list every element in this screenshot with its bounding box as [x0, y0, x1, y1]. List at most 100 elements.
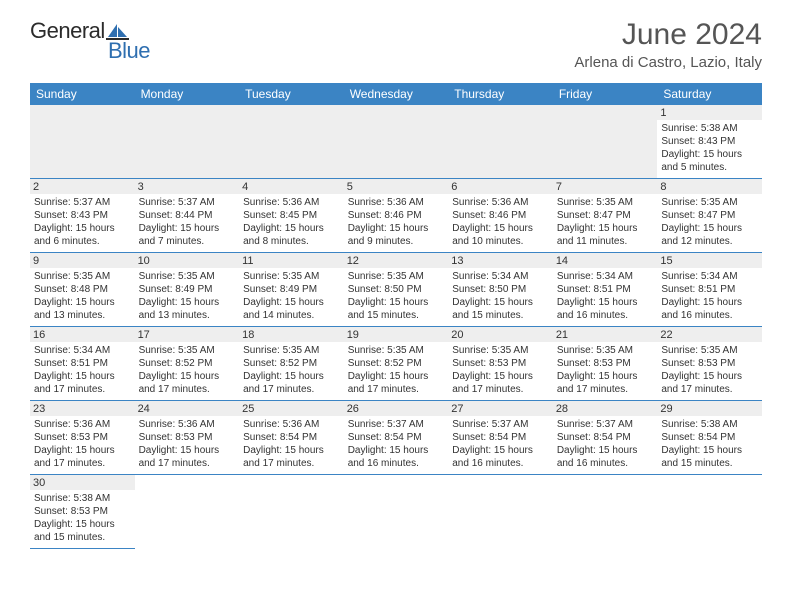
sunset-text: Sunset: 8:53 PM: [452, 357, 549, 370]
sunset-text: Sunset: 8:49 PM: [243, 283, 340, 296]
day-number: 1: [657, 105, 762, 120]
sunset-text: Sunset: 8:46 PM: [348, 209, 445, 222]
daylight-text: and 16 minutes.: [661, 309, 758, 322]
calendar-cell: [344, 105, 449, 179]
sunrise-text: Sunrise: 5:34 AM: [661, 270, 758, 283]
sunrise-text: Sunrise: 5:35 AM: [243, 270, 340, 283]
daylight-text: Daylight: 15 hours: [348, 444, 445, 457]
sunset-text: Sunset: 8:53 PM: [557, 357, 654, 370]
day-number: 13: [448, 253, 553, 268]
calendar-cell: 10Sunrise: 5:35 AMSunset: 8:49 PMDayligh…: [135, 253, 240, 327]
day-number: 15: [657, 253, 762, 268]
day-number: 26: [344, 401, 449, 416]
daylight-text: Daylight: 15 hours: [348, 222, 445, 235]
sunrise-text: Sunrise: 5:35 AM: [661, 196, 758, 209]
calendar-cell: 2Sunrise: 5:37 AMSunset: 8:43 PMDaylight…: [30, 179, 135, 253]
calendar-cell: [448, 105, 553, 179]
calendar-cell: 9Sunrise: 5:35 AMSunset: 8:48 PMDaylight…: [30, 253, 135, 327]
calendar-cell: 4Sunrise: 5:36 AMSunset: 8:45 PMDaylight…: [239, 179, 344, 253]
sunrise-text: Sunrise: 5:35 AM: [139, 344, 236, 357]
sunrise-text: Sunrise: 5:37 AM: [139, 196, 236, 209]
daylight-text: Daylight: 15 hours: [557, 296, 654, 309]
calendar-cell: 14Sunrise: 5:34 AMSunset: 8:51 PMDayligh…: [553, 253, 658, 327]
sunset-text: Sunset: 8:50 PM: [452, 283, 549, 296]
daylight-text: and 16 minutes.: [557, 309, 654, 322]
day-number: 24: [135, 401, 240, 416]
daylight-text: Daylight: 15 hours: [139, 370, 236, 383]
calendar-cell: 18Sunrise: 5:35 AMSunset: 8:52 PMDayligh…: [239, 327, 344, 401]
calendar-cell: [239, 475, 344, 549]
calendar-cell: 15 Sunrise: 5:34 AMSunset: 8:51 PMDayligh…: [657, 253, 762, 327]
calendar-cell: 21Sunrise: 5:35 AMSunset: 8:53 PMDayligh…: [553, 327, 658, 401]
sunset-text: Sunset: 8:47 PM: [557, 209, 654, 222]
sunrise-text: Sunrise: 5:35 AM: [243, 344, 340, 357]
daylight-text: and 16 minutes.: [452, 457, 549, 470]
calendar-cell: 30Sunrise: 5:38 AMSunset: 8:53 PMDayligh…: [30, 475, 135, 549]
sunrise-text: Sunrise: 5:37 AM: [348, 418, 445, 431]
daylight-text: Daylight: 15 hours: [139, 222, 236, 235]
daylight-text: Daylight: 15 hours: [139, 296, 236, 309]
calendar-cell: 11Sunrise: 5:35 AMSunset: 8:49 PMDayligh…: [239, 253, 344, 327]
calendar-cell: [448, 475, 553, 549]
sunset-text: Sunset: 8:51 PM: [661, 283, 758, 296]
day-number: 10: [135, 253, 240, 268]
sunset-text: Sunset: 8:43 PM: [661, 135, 758, 148]
calendar-cell: 16Sunrise: 5:34 AMSunset: 8:51 PMDayligh…: [30, 327, 135, 401]
daylight-text: Daylight: 15 hours: [34, 444, 131, 457]
daylight-text: Daylight: 15 hours: [452, 222, 549, 235]
daylight-text: Daylight: 15 hours: [452, 444, 549, 457]
sunrise-text: Sunrise: 5:34 AM: [452, 270, 549, 283]
sunset-text: Sunset: 8:53 PM: [34, 431, 131, 444]
daylight-text: Daylight: 15 hours: [243, 444, 340, 457]
location: Arlena di Castro, Lazio, Italy: [574, 54, 762, 71]
calendar-cell: 20Sunrise: 5:35 AMSunset: 8:53 PMDayligh…: [448, 327, 553, 401]
daylight-text: Daylight: 15 hours: [348, 370, 445, 383]
weekday-header: Sunday: [30, 83, 135, 105]
weekday-header-row: Sunday Monday Tuesday Wednesday Thursday…: [30, 83, 762, 105]
sunset-text: Sunset: 8:51 PM: [557, 283, 654, 296]
daylight-text: Daylight: 15 hours: [243, 222, 340, 235]
daylight-text: and 17 minutes.: [348, 383, 445, 396]
daylight-text: Daylight: 15 hours: [34, 222, 131, 235]
daylight-text: Daylight: 15 hours: [348, 296, 445, 309]
calendar: Sunday Monday Tuesday Wednesday Thursday…: [30, 83, 762, 549]
day-number: 20: [448, 327, 553, 342]
sunrise-text: Sunrise: 5:36 AM: [34, 418, 131, 431]
calendar-cell: 26Sunrise: 5:37 AMSunset: 8:54 PMDayligh…: [344, 401, 449, 475]
day-number: 29: [657, 401, 762, 416]
day-number: 9: [30, 253, 135, 268]
daylight-text: Daylight: 15 hours: [557, 444, 654, 457]
sunset-text: Sunset: 8:52 PM: [348, 357, 445, 370]
sunset-text: Sunset: 8:52 PM: [243, 357, 340, 370]
sunset-text: Sunset: 8:43 PM: [34, 209, 131, 222]
sunset-text: Sunset: 8:53 PM: [34, 505, 131, 518]
daylight-text: Daylight: 15 hours: [243, 296, 340, 309]
daylight-text: and 14 minutes.: [243, 309, 340, 322]
day-number: 19: [344, 327, 449, 342]
sunset-text: Sunset: 8:54 PM: [661, 431, 758, 444]
sunrise-text: Sunrise: 5:37 AM: [452, 418, 549, 431]
sunset-text: Sunset: 8:50 PM: [348, 283, 445, 296]
calendar-cell: [135, 105, 240, 179]
calendar-cell: [657, 475, 762, 549]
title-block: June 2024 Arlena di Castro, Lazio, Italy: [574, 18, 762, 71]
header: GeneralBlue June 2024 Arlena di Castro, …: [0, 0, 792, 77]
calendar-row: 1Sunrise: 5:38 AMSunset: 8:43 PMDaylight…: [30, 105, 762, 179]
weekday-header: Saturday: [657, 83, 762, 105]
daylight-text: Daylight: 15 hours: [661, 296, 758, 309]
sunset-text: Sunset: 8:45 PM: [243, 209, 340, 222]
month-title: June 2024: [574, 18, 762, 52]
daylight-text: and 17 minutes.: [34, 383, 131, 396]
daylight-text: and 15 minutes.: [452, 309, 549, 322]
weekday-header: Tuesday: [239, 83, 344, 105]
daylight-text: and 15 minutes.: [34, 531, 131, 544]
daylight-text: and 17 minutes.: [452, 383, 549, 396]
day-number: 2: [30, 179, 135, 194]
daylight-text: and 17 minutes.: [243, 383, 340, 396]
day-number: 12: [344, 253, 449, 268]
day-number: 25: [239, 401, 344, 416]
weekday-header: Thursday: [448, 83, 553, 105]
daylight-text: Daylight: 15 hours: [661, 222, 758, 235]
sunrise-text: Sunrise: 5:38 AM: [34, 492, 131, 505]
daylight-text: Daylight: 15 hours: [661, 148, 758, 161]
